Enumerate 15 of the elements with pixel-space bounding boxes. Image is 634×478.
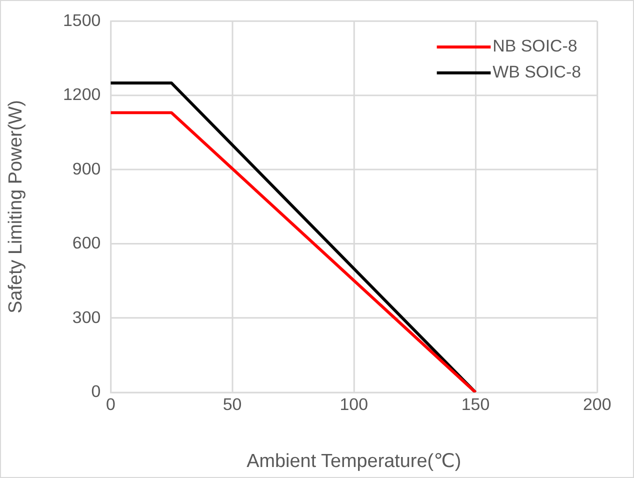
x-tick-label: 100 — [340, 395, 368, 414]
x-tick-label: 50 — [222, 395, 242, 414]
x-axis-title: Ambient Temperature(℃) — [246, 450, 462, 472]
y-tick-label: 300 — [72, 308, 101, 327]
y-tick-label: 0 — [91, 382, 101, 402]
x-tick-label: 0 — [106, 395, 116, 414]
legend-label: NB SOIC-8 — [492, 36, 578, 56]
y-tick-label: 600 — [72, 234, 101, 253]
x-tick-label: 150 — [461, 395, 490, 414]
legend-label: WB SOIC-8 — [492, 62, 582, 82]
y-tick-label: 1500 — [63, 10, 101, 30]
y-tick-label: 900 — [72, 159, 101, 178]
x-tick-label: 200 — [582, 395, 612, 414]
y-axis-title: Safety Limiting Power(W) — [6, 100, 27, 314]
y-tick-label: 1200 — [63, 85, 101, 104]
